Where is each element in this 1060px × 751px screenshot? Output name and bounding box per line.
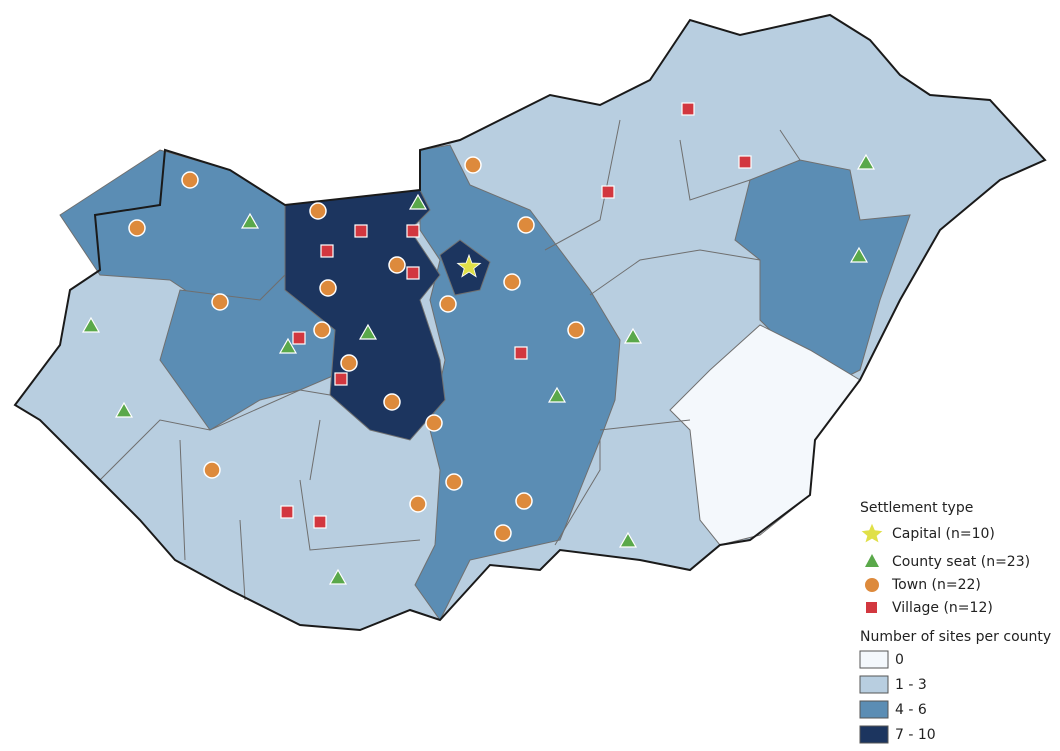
county-seat-marker — [547, 386, 567, 403]
legend-item: Capital (n=10) — [892, 526, 995, 542]
town-marker — [181, 171, 199, 189]
county-borders — [99, 119, 801, 601]
legend-item: 1 - 3 — [895, 677, 927, 693]
county-seat-marker — [240, 212, 260, 229]
counties — [13, 13, 1047, 632]
town-marker — [211, 293, 229, 311]
town-marker — [313, 321, 331, 339]
town-marker — [128, 219, 146, 237]
town-marker — [515, 492, 533, 510]
town-marker — [567, 321, 585, 339]
town-marker — [340, 354, 358, 372]
country-border — [13, 13, 1047, 632]
town-marker — [388, 256, 406, 274]
county-seat-marker — [849, 246, 869, 263]
town-marker — [309, 202, 327, 220]
village-marker — [313, 515, 327, 529]
county-seat-marker — [328, 568, 348, 585]
legend-item: County seat (n=23) — [892, 554, 1030, 570]
town-marker — [203, 461, 221, 479]
legend: Settlement type Capital (n=10) County se… — [859, 500, 1051, 744]
town-marker — [503, 273, 521, 291]
county-seat-marker — [278, 337, 298, 354]
legend-item: Village (n=12) — [892, 600, 993, 616]
site-markers — [81, 102, 876, 585]
capital-symbol — [860, 522, 884, 544]
legend-swatch — [859, 725, 889, 744]
county-seat-marker — [856, 153, 876, 170]
legend-swatch — [859, 650, 889, 669]
capital-marker — [456, 253, 482, 278]
village-marker — [406, 266, 420, 280]
town-marker — [425, 414, 443, 432]
town-marker — [319, 279, 337, 297]
legend-item: 7 - 10 — [895, 727, 936, 743]
town-marker — [464, 156, 482, 174]
village-marker — [320, 244, 334, 258]
county-seat-marker — [114, 401, 134, 418]
village-marker — [354, 224, 368, 238]
town-marker — [439, 295, 457, 313]
town-marker — [409, 495, 427, 513]
village-marker — [514, 346, 528, 360]
town-symbol — [865, 578, 879, 592]
town-marker — [445, 473, 463, 491]
village-symbol — [866, 602, 877, 613]
county-seat-marker — [358, 323, 378, 340]
legend-title: Settlement type — [860, 500, 973, 516]
legend-title: Number of sites per county — [860, 629, 1051, 645]
county-seat-marker — [623, 327, 643, 344]
legend-item: 0 — [895, 652, 904, 668]
village-marker — [738, 155, 752, 169]
county-seat-marker — [618, 531, 638, 548]
village-marker — [681, 102, 695, 116]
town-marker — [494, 524, 512, 542]
county-seat-marker — [408, 193, 428, 210]
legend-item: Town (n=22) — [891, 577, 981, 593]
village-marker — [406, 224, 420, 238]
village-marker — [292, 331, 306, 345]
legend-item: 4 - 6 — [895, 702, 927, 718]
legend-swatch — [859, 675, 889, 694]
village-marker — [601, 185, 615, 199]
village-marker — [334, 372, 348, 386]
town-marker — [517, 216, 535, 234]
county-seat-symbol — [865, 554, 879, 567]
town-marker — [383, 393, 401, 411]
village-marker — [280, 505, 294, 519]
county — [159, 269, 336, 431]
county-seat-marker — [81, 316, 101, 333]
legend-swatch — [859, 700, 889, 719]
